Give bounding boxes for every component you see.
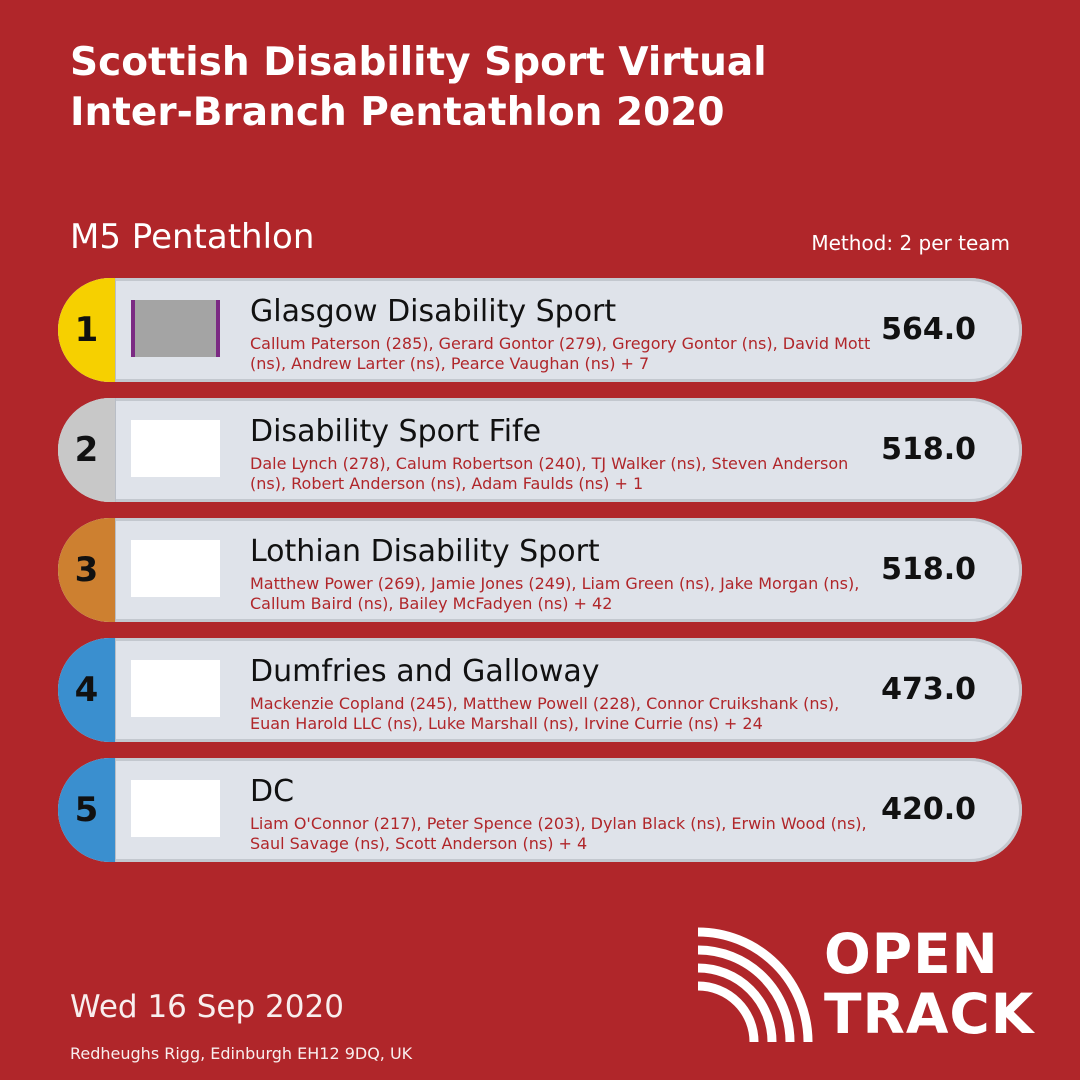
title-line-2: Inter-Branch Pentathlon 2020 [70, 90, 725, 135]
team-name: Disability Sport Fife [250, 414, 542, 449]
rank-badge: 5 [58, 758, 116, 862]
athlete-list: Dale Lynch (278), Calum Robertson (240),… [250, 454, 849, 493]
team-logo [131, 660, 220, 717]
brand-wordmark: OPEN TRACK [824, 924, 1034, 1044]
result-row[interactable]: 4 Dumfries and Galloway Mackenzie Coplan… [58, 638, 1022, 742]
team-name: Lothian Disability Sport [250, 534, 600, 569]
team-score: 518.0 [881, 432, 976, 467]
results-list: 1 Glasgow Disability Sport Callum Paters… [58, 278, 1022, 878]
athlete-list: Liam O'Connor (217), Peter Spence (203),… [250, 814, 867, 853]
team-score: 518.0 [881, 552, 976, 587]
team-score: 420.0 [881, 792, 976, 827]
team-logo [131, 300, 220, 357]
opentrack-arcs-icon [697, 927, 813, 1043]
result-row[interactable]: 3 Lothian Disability Sport Matthew Power… [58, 518, 1022, 622]
team-score: 564.0 [881, 312, 976, 347]
event-venue: Redheughs Rigg, Edinburgh EH12 9DQ, UK [70, 1044, 413, 1063]
result-row[interactable]: 2 Disability Sport Fife Dale Lynch (278)… [58, 398, 1022, 502]
title-line-1: Scottish Disability Sport Virtual [70, 40, 767, 85]
rank-badge: 4 [58, 638, 116, 742]
event-date: Wed 16 Sep 2020 [70, 989, 344, 1025]
brand-line-2: TRACK [824, 982, 1035, 1046]
team-name: DC [250, 774, 295, 809]
event-name: M5 Pentathlon [70, 217, 315, 257]
team-score: 473.0 [881, 672, 976, 707]
athlete-list: Callum Paterson (285), Gerard Gontor (27… [250, 334, 871, 373]
team-name: Glasgow Disability Sport [250, 294, 617, 329]
result-row[interactable]: 5 DC Liam O'Connor (217), Peter Spence (… [58, 758, 1022, 862]
rank-badge: 1 [58, 278, 116, 382]
page-title: Scottish Disability Sport Virtual Inter-… [70, 38, 970, 138]
result-row[interactable]: 1 Glasgow Disability Sport Callum Paters… [58, 278, 1022, 382]
rank-badge: 2 [58, 398, 116, 502]
rank-badge: 3 [58, 518, 116, 622]
team-logo [131, 420, 220, 477]
team-logo [131, 540, 220, 597]
opentrack-logo: OPEN TRACK [694, 920, 1054, 1050]
brand-line-1: OPEN [824, 922, 999, 986]
team-name: Dumfries and Galloway [250, 654, 600, 689]
athlete-list: Mackenzie Copland (245), Matthew Powell … [250, 694, 840, 733]
team-logo [131, 780, 220, 837]
athlete-list: Matthew Power (269), Jamie Jones (249), … [250, 574, 860, 613]
method-label: Method: 2 per team [811, 231, 1010, 255]
